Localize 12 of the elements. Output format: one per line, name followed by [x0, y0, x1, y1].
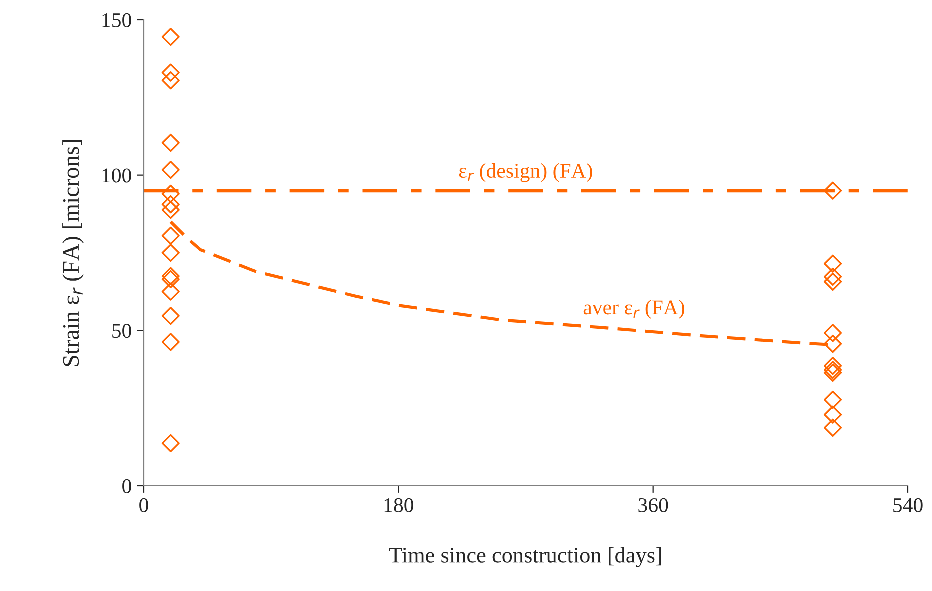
- x-tick-label: 180: [384, 498, 414, 512]
- y-tick-label: 100: [102, 168, 132, 183]
- y-tick-label: 150: [102, 13, 132, 28]
- x-tick-label: 0: [140, 498, 148, 512]
- y-tick-label: 50: [112, 324, 132, 338]
- y-tick-label: 0: [122, 479, 132, 494]
- x-tick-label: 540: [894, 498, 923, 512]
- ref-line-label: ε$_{r}$ (design) (FA): [459, 163, 592, 182]
- y-axis-title: Strain ε$_{r}$ (FA) [microns]: [62, 140, 84, 366]
- series-label: aver ε$_{r}$ (FA): [584, 300, 685, 319]
- x-axis-title: Time since construction [days]: [389, 547, 662, 568]
- x-tick-label: 360: [638, 498, 668, 512]
